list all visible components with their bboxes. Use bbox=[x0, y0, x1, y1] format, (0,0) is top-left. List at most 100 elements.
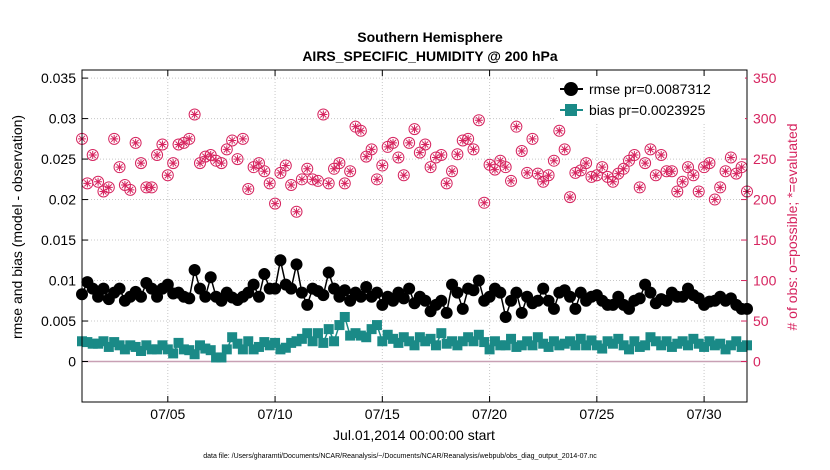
bias-point bbox=[114, 340, 125, 351]
rmse-point bbox=[338, 284, 351, 297]
evaluated-obs-point bbox=[335, 159, 344, 168]
rmse-point bbox=[494, 286, 507, 299]
possible-obs-point bbox=[338, 177, 351, 190]
evaluated-obs-point bbox=[625, 156, 634, 165]
evaluated-obs-point bbox=[179, 138, 188, 147]
bias-point bbox=[554, 340, 565, 351]
evaluated-obs-point bbox=[254, 159, 263, 168]
evaluated-obs-point bbox=[185, 134, 194, 143]
bias-point bbox=[656, 340, 667, 351]
evaluated-obs-point bbox=[716, 183, 725, 192]
bias-point bbox=[184, 345, 195, 356]
rmse-point bbox=[397, 292, 410, 305]
y-tick-label-right: 250 bbox=[753, 151, 777, 167]
evaluated-obs-point bbox=[383, 142, 392, 151]
evaluated-obs-point bbox=[372, 175, 381, 184]
bias-point bbox=[725, 340, 736, 351]
possible-obs-point bbox=[708, 193, 721, 206]
possible-obs-point bbox=[655, 149, 668, 162]
bias-point bbox=[650, 336, 661, 347]
rmse-point bbox=[274, 254, 287, 267]
rmse-point bbox=[370, 286, 383, 299]
plot-frame bbox=[81, 69, 748, 403]
legend-rmse-label: rmse pr=0.0087312 bbox=[589, 81, 711, 97]
possible-obs-point bbox=[644, 143, 657, 156]
y-tick-label-left: 0.01 bbox=[49, 273, 76, 289]
rmse-point bbox=[204, 271, 217, 284]
bias-point bbox=[527, 340, 538, 351]
evaluated-obs-point bbox=[110, 134, 119, 143]
rmse-point bbox=[252, 290, 265, 303]
y-axis-label-left: rmse and bias (model - observation) bbox=[9, 115, 25, 339]
y-tick-label-right: 100 bbox=[753, 273, 777, 289]
possible-obs-point bbox=[478, 196, 491, 209]
possible-obs-point bbox=[505, 174, 518, 187]
bias-point bbox=[103, 341, 114, 352]
evaluated-obs-point bbox=[646, 145, 655, 154]
evaluated-obs-point bbox=[104, 183, 113, 192]
evaluated-obs-point bbox=[614, 169, 623, 178]
evaluated-obs-point bbox=[153, 151, 162, 160]
possible-obs-point bbox=[279, 159, 292, 172]
possible-obs-point bbox=[596, 161, 609, 174]
possible-obs-point bbox=[108, 132, 121, 145]
bias-point bbox=[178, 344, 189, 355]
bias-point bbox=[575, 333, 586, 344]
possible-obs-point bbox=[515, 144, 528, 157]
x-tick-label: 07/30 bbox=[687, 406, 722, 422]
rmse-point bbox=[440, 306, 453, 319]
possible-obs-point bbox=[558, 143, 571, 156]
bias-point bbox=[500, 340, 511, 351]
rmse-point bbox=[295, 286, 308, 299]
bias-point bbox=[409, 340, 420, 351]
possible-obs-point bbox=[387, 136, 400, 149]
possible-obs-point bbox=[580, 157, 593, 170]
bias-point bbox=[200, 343, 211, 354]
evaluated-obs-point bbox=[694, 187, 703, 196]
evaluated-obs-point bbox=[174, 140, 183, 149]
bias-point bbox=[211, 352, 222, 363]
bias-point bbox=[296, 333, 307, 344]
evaluated-obs-point bbox=[356, 126, 365, 135]
rmse-point bbox=[569, 302, 582, 315]
rmse-point bbox=[247, 278, 260, 291]
possible-obs-point bbox=[183, 132, 196, 145]
evaluated-obs-point bbox=[131, 138, 140, 147]
evaluated-obs-point bbox=[405, 138, 414, 147]
evaluated-obs-point bbox=[308, 175, 317, 184]
bias-point bbox=[607, 338, 618, 349]
bias-point bbox=[645, 332, 656, 343]
possible-obs-point bbox=[649, 169, 662, 182]
evaluated-obs-point bbox=[678, 177, 687, 186]
possible-obs-point bbox=[472, 114, 485, 127]
bias-point bbox=[452, 340, 463, 351]
possible-obs-point bbox=[397, 169, 410, 182]
evaluated-obs-point bbox=[233, 155, 242, 164]
legend-rmse-marker bbox=[564, 82, 578, 96]
bias-point bbox=[253, 341, 264, 352]
bias-point bbox=[516, 340, 527, 351]
possible-obs-point bbox=[510, 120, 523, 133]
possible-obs-point bbox=[424, 161, 437, 174]
legend-box bbox=[555, 76, 745, 122]
bias-point bbox=[361, 332, 372, 343]
evaluated-obs-point bbox=[533, 169, 542, 178]
bias-point bbox=[463, 332, 474, 343]
evaluated-obs-point bbox=[217, 159, 226, 168]
possible-obs-point bbox=[344, 165, 357, 178]
evaluated-obs-point bbox=[732, 169, 741, 178]
rmse-point bbox=[467, 284, 480, 297]
bias-point bbox=[345, 330, 356, 341]
bias-point bbox=[146, 344, 157, 355]
evaluated-obs-point bbox=[399, 171, 408, 180]
bias-point bbox=[398, 332, 409, 343]
possible-obs-point bbox=[392, 151, 405, 164]
evaluated-obs-point bbox=[287, 180, 296, 189]
rmse-point bbox=[499, 310, 512, 323]
rmse-point bbox=[564, 290, 577, 303]
bias-point bbox=[109, 337, 120, 348]
rmse-point bbox=[188, 264, 201, 277]
bias-point bbox=[334, 320, 345, 331]
evaluated-obs-point bbox=[126, 185, 135, 194]
evaluated-obs-point bbox=[448, 167, 457, 176]
